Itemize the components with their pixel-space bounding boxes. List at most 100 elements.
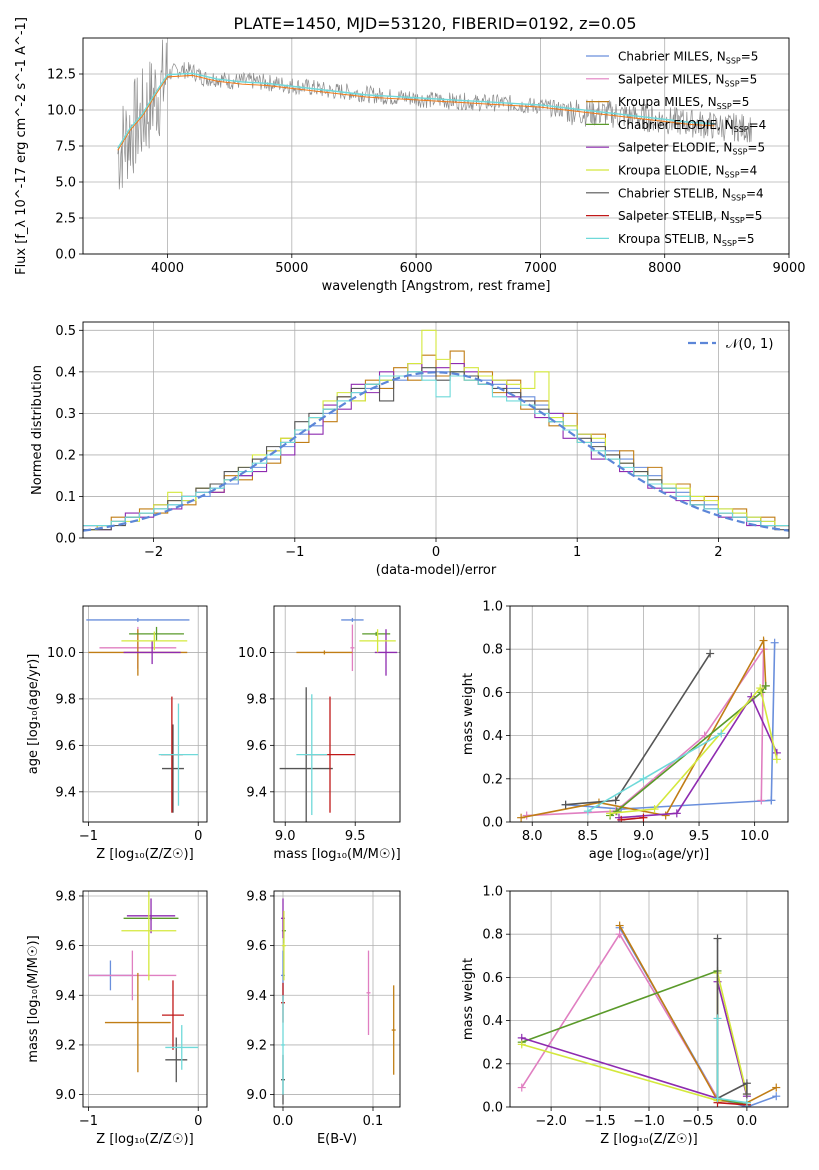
x-tick-label: 8.5 [577, 829, 598, 844]
y-tick-label: 9.4 [246, 989, 267, 1004]
y-tick-label: 0.2 [482, 772, 503, 787]
legend-label: Salpeter ELODIE, NSSP=5 [618, 141, 765, 157]
axes-frame [509, 890, 789, 1108]
x-axis-label: mass [log₁₀(M/M☉)] [273, 847, 400, 862]
normal-curve [83, 371, 789, 532]
legend-label: 𝒩(0, 1) [726, 337, 773, 352]
x-axis-label: age [log₁₀(age/yr)] [589, 847, 710, 862]
legend-count: =4 [749, 118, 767, 132]
plot-area [517, 921, 781, 1107]
legend-subscript: SSP [734, 125, 749, 134]
legend-label: Chabrier ELODIE, NSSP=4 [618, 118, 766, 134]
legend-subscript: SSP [725, 79, 740, 88]
y-tick-label: 0.2 [482, 1057, 503, 1072]
model-spectrum-line-overlay [117, 72, 715, 149]
y-tick-label: 0.6 [482, 686, 503, 701]
x-tick-label: 6000 [400, 261, 433, 276]
y-tick-label: 10.0 [47, 104, 76, 119]
legend-subscript: SSP [717, 102, 732, 111]
y-tick-label: 10.0 [47, 646, 76, 661]
plot-area [86, 617, 199, 813]
x-tick-label: 0 [432, 545, 440, 560]
y-tick-label: 10.0 [238, 646, 267, 661]
x-axis-label: wavelength [Angstrom, rest frame] [322, 279, 551, 294]
y-tick-label: 0.4 [55, 365, 76, 380]
weight-line [521, 969, 748, 1106]
panels: 4000 5000 6000 7000 8000 90000.02.55.07.510.0… [14, 17, 806, 1147]
legend-label: Chabrier MILES, NSSP=5 [618, 50, 758, 66]
x-tick-label: 0 [194, 829, 202, 844]
x-tick-label: 2 [714, 545, 722, 560]
weight-line [565, 642, 776, 810]
legend-label: Kroupa MILES, NSSP=5 [618, 95, 749, 111]
x-tick-label: −1 [79, 1114, 98, 1129]
axes-frame [82, 890, 208, 1108]
x-tick-label: −1.0 [633, 1114, 665, 1129]
legend-count: =5 [745, 209, 763, 223]
y-tick-label: 0.0 [55, 532, 76, 547]
y-tick-label: 9.4 [246, 785, 267, 800]
weight-line [521, 981, 748, 1100]
y-tick-label: 12.5 [47, 68, 76, 83]
legend-subscript: SSP [731, 193, 746, 202]
panel-spectrum: 4000 5000 6000 7000 8000 9000 0.0 2.5 5.0 7.5 10.0… [14, 17, 806, 294]
y-tick-label: 1.0 [482, 885, 503, 900]
weight-line [521, 932, 748, 1106]
panel-mass-vs-EBV: 0.0 0.1 9.0 9.2 9.4 9.6 9.8 E(B-V) [246, 889, 401, 1147]
x-axis-label: (data-model)/error [376, 563, 497, 578]
y-tick-label: 9.6 [55, 739, 76, 754]
x-axis-label: Z [log₁₀(Z/Z☉)] [96, 1132, 193, 1147]
panel-mass-weight-vs-Z: −2.0 −1.5 −1.0 −0.5 0.0 0.0 0.2 0.4 0.6 0.8 1.0 Z [… [461, 885, 789, 1147]
y-axis-label: mass [log₁₀(M/M☉)] [26, 935, 41, 1062]
x-tick-label: 0.1 [363, 1114, 384, 1129]
model-spectrum-line [117, 74, 715, 151]
legend-subscript: SSP [732, 148, 747, 157]
y-tick-label: 9.0 [246, 1088, 267, 1103]
weight-line [610, 686, 778, 815]
weight-line [618, 695, 778, 819]
legend-label: Chabrier STELIB, NSSP=4 [618, 186, 764, 202]
legend-subscript: SSP [722, 239, 737, 248]
legend-subscript: SSP [726, 57, 741, 66]
y-tick-label: 9.8 [55, 692, 76, 707]
y-tick-label: 9.4 [55, 989, 76, 1004]
legend-label: Salpeter STELIB, NSSP=5 [618, 209, 762, 225]
y-tick-label: 9.8 [246, 692, 267, 707]
y-axis-label: Normed distribution [30, 365, 45, 495]
plot-area [117, 39, 753, 190]
x-tick-label: 8.0 [522, 829, 543, 844]
legend: Chabrier MILES, NSSP=5 Salpeter MILES, NS… [586, 50, 766, 248]
y-tick-label: 0.3 [55, 407, 76, 422]
y-tick-label: 9.4 [55, 785, 76, 800]
x-tick-label: −0.5 [682, 1114, 714, 1129]
y-tick-label: 9.2 [246, 1038, 267, 1053]
x-axis-label: Z [log₁₀(Z/Z☉)] [96, 847, 193, 862]
y-tick-label: 0.8 [482, 928, 503, 943]
x-tick-label: 9.0 [275, 829, 296, 844]
plot-area [88, 891, 199, 1083]
y-tick-label: 0.4 [482, 729, 503, 744]
x-tick-label: 10.0 [740, 829, 769, 844]
weight-line [587, 732, 722, 812]
y-tick-label: 0.1 [55, 490, 76, 505]
x-tick-label: 9000 [772, 261, 805, 276]
axes-frame [82, 321, 790, 539]
axes-frame [82, 605, 208, 823]
axes-frame [509, 605, 789, 823]
legend-subscript: SSP [730, 216, 745, 225]
legend: 𝒩(0, 1) [688, 337, 773, 352]
axes-frame [82, 37, 790, 255]
legend-label: Kroupa ELODIE, NSSP=4 [618, 164, 757, 180]
legend-label: Kroupa STELIB, NSSP=5 [618, 232, 755, 248]
x-tick-label: −1 [285, 545, 304, 560]
x-tick-label: −1 [79, 829, 98, 844]
y-axis-label: age [log₁₀(age/yr)] [26, 654, 41, 775]
y-tick-label: 9.6 [55, 939, 76, 954]
legend-count: =5 [737, 232, 755, 246]
x-tick-label: 0 [194, 1114, 202, 1129]
x-tick-label: −1.5 [584, 1114, 616, 1129]
x-tick-label: 0.0 [737, 1114, 758, 1129]
legend-count: =4 [746, 186, 764, 200]
